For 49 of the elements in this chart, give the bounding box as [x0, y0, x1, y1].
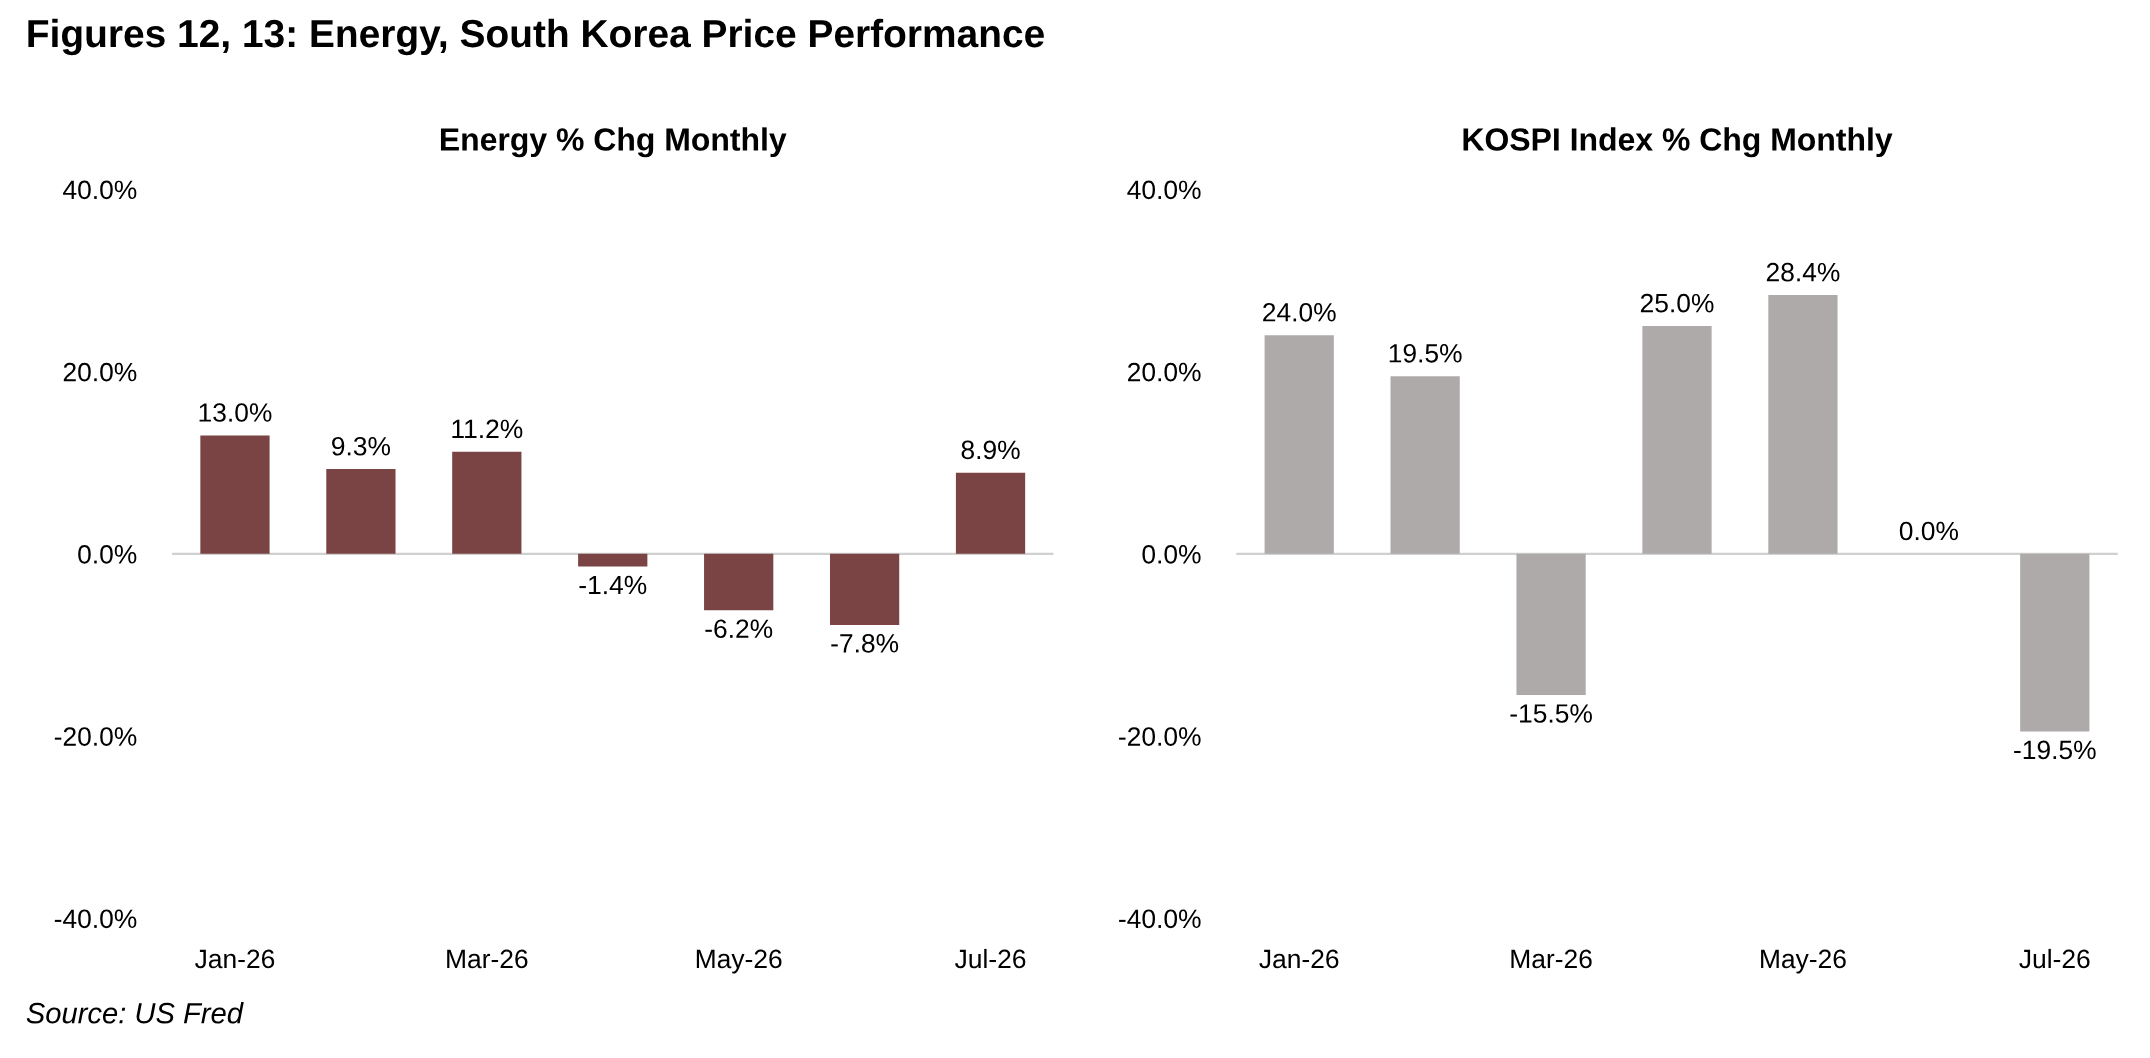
- x-tick-label: Jul-26: [955, 948, 1026, 969]
- x-tick-label: Jan-26: [195, 949, 275, 969]
- y-tick-label: 20.0%: [63, 362, 137, 382]
- x-tick-label: Jan-26: [1259, 949, 1339, 969]
- bar: [1390, 376, 1460, 554]
- bar: [1768, 295, 1838, 554]
- x-tick-label: May-26: [1761, 949, 1846, 974]
- bar: [326, 469, 396, 554]
- x-tick-label: Jul-26: [2019, 948, 2090, 969]
- x-tick-label: Mar-26: [447, 949, 528, 969]
- source-note: Source: US Fred: [26, 1002, 244, 1024]
- data-label: -19.5%: [2014, 740, 2096, 760]
- y-tick-label: 40.0%: [1127, 180, 1201, 200]
- bar: [1642, 326, 1712, 554]
- data-label: -7.8%: [831, 633, 899, 653]
- data-label: 8.9%: [961, 440, 1020, 460]
- y-tick-label: 40.0%: [63, 180, 137, 200]
- data-label: 28.4%: [1766, 262, 1840, 282]
- data-label: 9.3%: [332, 436, 391, 456]
- bar: [955, 472, 1026, 554]
- data-label: 25.0%: [1640, 293, 1714, 313]
- bar: [452, 451, 522, 554]
- y-tick-label: -40.0%: [54, 909, 137, 929]
- bar: [829, 553, 900, 625]
- data-label: -6.2%: [705, 619, 773, 639]
- bar: [1516, 553, 1586, 696]
- chart-title: KOSPI Index % Chg Monthly: [1463, 127, 1893, 158]
- data-label: -1.4%: [579, 575, 647, 595]
- bar: [704, 553, 774, 611]
- x-tick-label: May-26: [696, 949, 782, 974]
- data-label: 19.5%: [1389, 343, 1462, 363]
- y-tick-label: 0.0%: [1142, 545, 1201, 564]
- data-label: -15.5%: [1510, 704, 1592, 723]
- data-label: 0.0%: [1899, 521, 1958, 541]
- text: Figures 12, 13: Energy, South Korea Price Performance: [28, 18, 1044, 56]
- y-tick-label: -20.0%: [54, 727, 137, 746]
- bar: [200, 435, 270, 554]
- y-tick-label: -20.0%: [1119, 727, 1201, 746]
- bar: [578, 553, 648, 567]
- y-tick-label: 20.0%: [1128, 362, 1201, 382]
- data-label: 13.0%: [199, 403, 272, 422]
- y-tick-label: -40.0%: [1119, 909, 1201, 929]
- bar: [1264, 335, 1334, 554]
- data-label: 24.0%: [1263, 302, 1336, 322]
- y-tick-label: 0.0%: [78, 545, 137, 564]
- bar: [2020, 553, 2090, 732]
- chart-title: Energy % Chg Monthly: [440, 127, 787, 158]
- x-tick-label: Mar-26: [1511, 949, 1592, 969]
- data-label: 11.2%: [452, 419, 523, 439]
